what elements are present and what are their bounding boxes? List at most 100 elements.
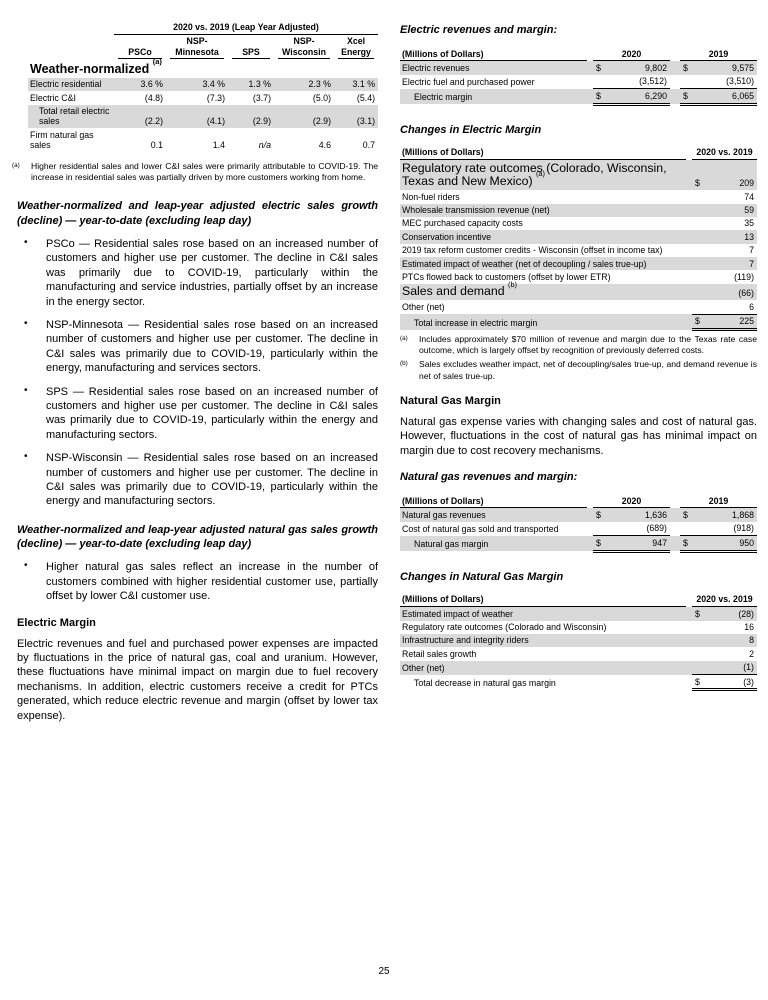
bullet-item: • Higher natural gas sales reflect an in…	[17, 560, 378, 603]
cell-value: 950	[692, 535, 757, 553]
cell-value: (689)	[605, 521, 670, 537]
dollar-sign: $	[592, 507, 606, 522]
unit-header: (Millions of Dollars)	[400, 592, 686, 608]
footnote-marker: (a)	[12, 162, 20, 169]
row-label: Electric fuel and purchased power	[402, 76, 535, 87]
cell-value: (2.2)	[114, 104, 166, 129]
row-label: Sales and demand (b)	[400, 280, 686, 301]
spacer-cell	[685, 633, 692, 648]
changes-electric-margin-table: (Millions of Dollars) 2020 vs. 2019 Regu…	[400, 145, 757, 332]
spacer-cell	[685, 283, 692, 301]
heading-natural-gas-margin: Natural Gas Margin	[400, 394, 501, 407]
column-header-nsp-minnesota: NSP-Minnesota	[170, 36, 224, 60]
cell-value: (66)	[704, 283, 757, 301]
row-label: Estimated impact of weather	[400, 606, 686, 621]
bullet-item: • NSP-Wisconsin — Residential sales rose…	[17, 451, 378, 509]
table-row: Conservation incentive 13	[400, 230, 757, 244]
row-label: 2019 tax reform customer credits - Wisco…	[402, 245, 663, 256]
page-number: 25	[378, 966, 390, 977]
row-label: Regulatory rate outcomes (Colorado and W…	[402, 622, 607, 633]
row-label: Infrastructure and integrity riders	[400, 633, 686, 648]
dollar-sign: $	[691, 606, 705, 621]
spacer-cell	[685, 660, 692, 675]
column-header-nsp-wisconsin: NSP-Wisconsin	[278, 36, 330, 60]
row-label: Natural gas revenues	[400, 507, 587, 522]
cell-value: 0.7	[362, 140, 376, 151]
bullet-item: • PSCo — Residential sales rose based on…	[17, 237, 378, 309]
cell-value: 209	[704, 159, 757, 191]
cell-value: (28)	[704, 606, 757, 621]
row-label: Electric C&I	[30, 92, 76, 103]
spacer-cell	[685, 606, 692, 621]
footnote-marker: (a)	[535, 169, 545, 179]
table-row: Electric fuel and purchased power (3,512…	[400, 74, 757, 90]
row-label: Total retail electric sales	[28, 104, 114, 129]
table-row: Regulatory rate outcomes (Colorado and W…	[400, 621, 757, 634]
dollar-sign: $	[592, 60, 606, 75]
dollar-sign: $	[592, 88, 606, 106]
table-row: Electric margin $ 6,290 $ 6,065	[400, 88, 757, 106]
cell-value: (7.3)	[206, 92, 225, 103]
unit-header: (Millions of Dollars)	[400, 145, 686, 161]
spacer-cell	[685, 257, 692, 271]
column-header-xcel-energy: Xcel Energy	[338, 36, 375, 60]
right-column: Electric revenues and margin: (Millions …	[400, 22, 757, 692]
cell-value: 16	[744, 622, 754, 633]
table-row: Total retail electric sales (2.2) (4.1) …	[28, 104, 379, 129]
spacer-cell	[586, 507, 593, 522]
dollar-sign	[592, 521, 606, 537]
footnote-marker: (b)	[507, 279, 517, 289]
cell-value: (2.9)	[228, 104, 274, 129]
spacer-cell	[669, 88, 680, 104]
row-label: Electric residential	[28, 77, 114, 92]
bullet-text: SPS — Residential sales rose based on an…	[46, 385, 378, 441]
unit-header: (Millions of Dollars)	[400, 47, 587, 62]
left-column: 2020 vs. 2019 (Leap Year Adjusted) PSCo …	[12, 22, 379, 723]
heading-electric-revenues: Electric revenues and margin:	[400, 24, 558, 36]
cell-value: 2	[749, 648, 754, 659]
bullet-item: • NSP-Minnesota — Residential sales rose…	[17, 318, 378, 376]
cell-value: 4.6	[318, 140, 331, 151]
table-row: Natural gas margin $ 947 $ 950	[400, 535, 757, 553]
table-row: Regulatory rate outcomes (Colorado, Wisc…	[400, 159, 757, 191]
unit-header: (Millions of Dollars)	[400, 494, 587, 509]
row-label: Regulatory rate outcomes (Colorado, Wisc…	[400, 159, 686, 191]
bullet-icon: •	[24, 317, 28, 329]
cell-value: 35	[744, 218, 754, 229]
spacer-cell	[669, 60, 680, 75]
gas-revenues-table: (Millions of Dollars) 2020 2019 Natural …	[400, 494, 757, 553]
period-header: 2020 vs. 2019	[691, 145, 757, 161]
table-row: Infrastructure and integrity riders 8	[400, 633, 757, 648]
cell-value: (918)	[692, 521, 757, 537]
cell-value: 9,802	[605, 60, 670, 75]
cell-value: 13	[704, 230, 757, 244]
cell-value: 74	[744, 191, 754, 202]
row-label: Electric margin	[400, 88, 587, 104]
table-spanner-header: 2020 vs. 2019 (Leap Year Adjusted)	[114, 22, 379, 36]
cell-value: (5.0)	[312, 92, 331, 103]
spacer-cell	[685, 159, 692, 191]
row-label: Firm natural gas sales	[30, 129, 94, 151]
row-label: Conservation incentive	[400, 230, 686, 244]
spacer-cell	[685, 203, 692, 217]
table-row: MEC purchased capacity costs 35	[400, 217, 757, 230]
changes-gas-margin-table: (Millions of Dollars) 2020 vs. 2019 Esti…	[400, 592, 757, 692]
cell-value: (4.8)	[144, 92, 163, 103]
cell-value: 9,575	[692, 60, 757, 75]
bullet-text: Higher natural gas sales reflect an incr…	[46, 561, 378, 603]
bullet-icon: •	[24, 451, 28, 463]
cell-value: (3.1)	[334, 104, 379, 129]
paragraph-electric-margin: Electric revenues and fuel and purchased…	[17, 637, 378, 722]
electric-revenues-table: (Millions of Dollars) 2020 2019 Electric…	[400, 47, 757, 106]
heading-natural-gas-sales-growth: Weather-normalized and leap-year adjuste…	[17, 523, 378, 551]
table-row: Other (net) (1)	[400, 660, 757, 676]
row-label: Retail sales growth	[402, 648, 477, 659]
bullet-text: NSP-Wisconsin — Residential sales rose b…	[46, 452, 378, 508]
year-header: 2019	[679, 494, 757, 509]
bullet-icon: •	[24, 236, 28, 248]
footnote-b: (b) Sales excludes weather impact, net o…	[400, 359, 757, 381]
dollar-sign	[679, 521, 693, 537]
row-label: PTCs flowed back to customers (offset by…	[402, 271, 611, 282]
row-label: Wholesale transmission revenue (net)	[400, 203, 686, 217]
